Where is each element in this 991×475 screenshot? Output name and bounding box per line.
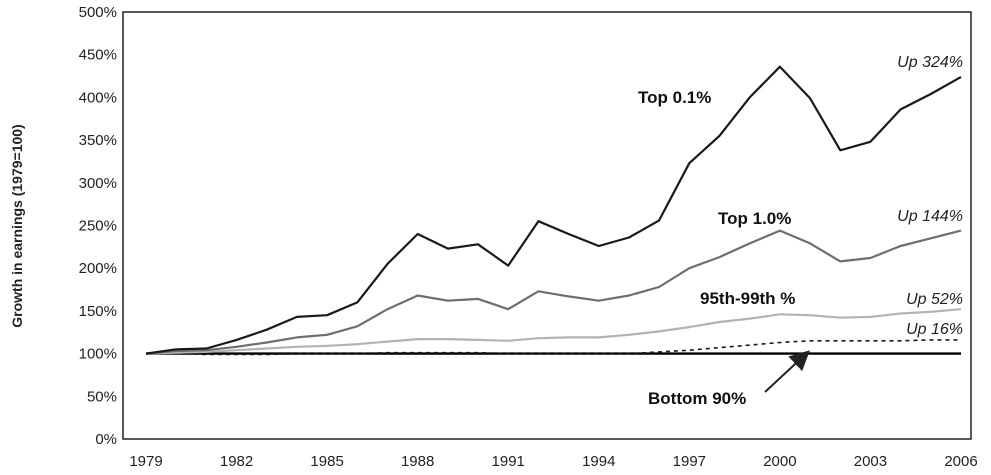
x-tick-label: 1997 [673,453,706,470]
annotation-up-144: Up 144% [897,208,963,225]
annotation-bottom-90: Bottom 90% [648,389,746,408]
x-tick-label: 2000 [763,453,796,470]
x-tick-label: 1994 [582,453,615,470]
x-tick-label: 1982 [220,453,253,470]
y-tick-label: 200% [79,260,117,277]
y-tick-label: 350% [79,132,117,149]
annotation-top-1-0: Top 1.0% [718,209,791,228]
y-tick-label: 500% [79,4,117,21]
x-tick-label: 1988 [401,453,434,470]
x-tick-label: 1985 [310,453,343,470]
annotation-95th-99th: 95th-99th % [700,289,795,308]
y-tick-label: 300% [79,175,117,192]
series-line [145,308,962,355]
y-tick-label: 250% [79,218,117,235]
plot-frame [122,11,972,440]
annotation-up-16: Up 16% [906,321,963,338]
y-tick-label: 50% [87,388,117,405]
y-tick-label: 400% [79,89,117,106]
y-tick-label: 100% [79,346,117,363]
y-tick-label: 0% [95,431,117,448]
x-tick-label: 2006 [944,453,977,470]
annotation-up-324: Up 324% [897,54,963,71]
x-tick-label: 1979 [129,453,162,470]
y-tick-label: 450% [79,47,117,64]
x-tick-label: 1991 [492,453,525,470]
x-tick-label: 2003 [854,453,887,470]
series-line [145,65,962,355]
bottom-90-arrow [764,350,810,393]
annotation-top-0-1: Top 0.1% [638,88,711,107]
y-tick-label: 150% [79,303,117,320]
y-axis-label: Growth in earnings (1979=100) [9,124,25,327]
annotation-up-52: Up 52% [906,291,963,308]
series-line [145,229,962,355]
